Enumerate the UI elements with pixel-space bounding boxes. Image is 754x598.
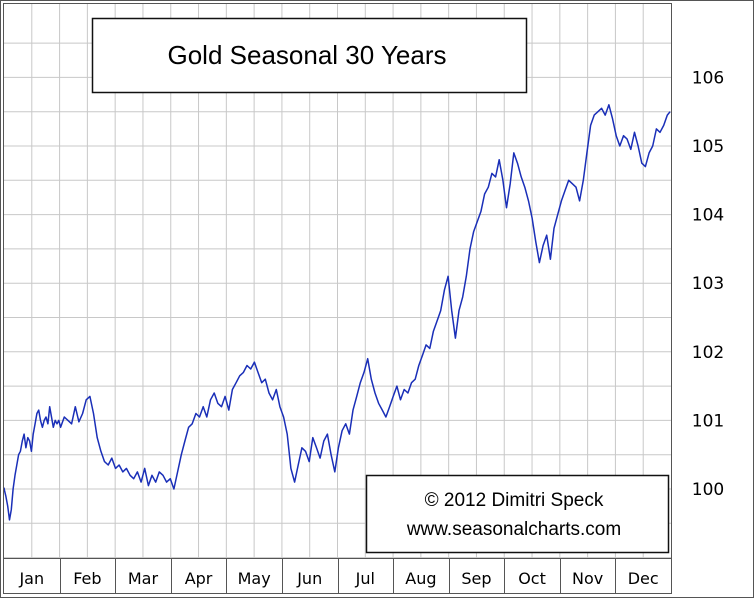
price-tick-label: 104 [692, 206, 724, 226]
month-label: Feb [73, 569, 101, 588]
month-label: Dec [628, 569, 659, 588]
month-label: Sep [461, 569, 491, 588]
month-label: May [238, 569, 271, 588]
grid-lines [4, 4, 671, 559]
credit-box-frame [365, 474, 670, 554]
month-label: Jun [296, 569, 322, 588]
price-line-layer [3, 104, 671, 521]
price-tick-label: 101 [692, 411, 724, 431]
month-label: Aug [405, 569, 436, 588]
price-tick-label: 105 [692, 137, 724, 157]
month-label: Nov [572, 569, 603, 588]
price-axis-labels: 100 101 102 103 104 105 106 [692, 68, 724, 500]
month-label: Jan [18, 569, 44, 588]
month-label: Mar [128, 569, 159, 588]
price-tick-label: 100 [692, 480, 724, 500]
credit-box: © 2012 Dimitri Speck www.seasonalcharts.… [365, 474, 670, 554]
credit-website: www.seasonalcharts.com [406, 519, 621, 540]
title-box: Gold Seasonal 30 Years [91, 17, 528, 94]
month-axis-labels: Jan Feb Mar Apr May Jun Jul Aug Sep Oct Nov Dec [18, 558, 659, 594]
credit-copyright: © 2012 Dimitri Speck [425, 490, 604, 511]
title-box-frame [91, 17, 528, 94]
chart-title: Gold Seasonal 30 Years [168, 40, 447, 70]
price-tick-label: 106 [692, 68, 724, 88]
month-label: Apr [185, 569, 213, 588]
price-tick-label: 102 [692, 343, 724, 363]
month-label: Oct [518, 569, 546, 588]
gold-seasonal-line [3, 104, 671, 521]
price-tick-label: 103 [692, 274, 724, 294]
month-label: Jul [355, 569, 375, 588]
